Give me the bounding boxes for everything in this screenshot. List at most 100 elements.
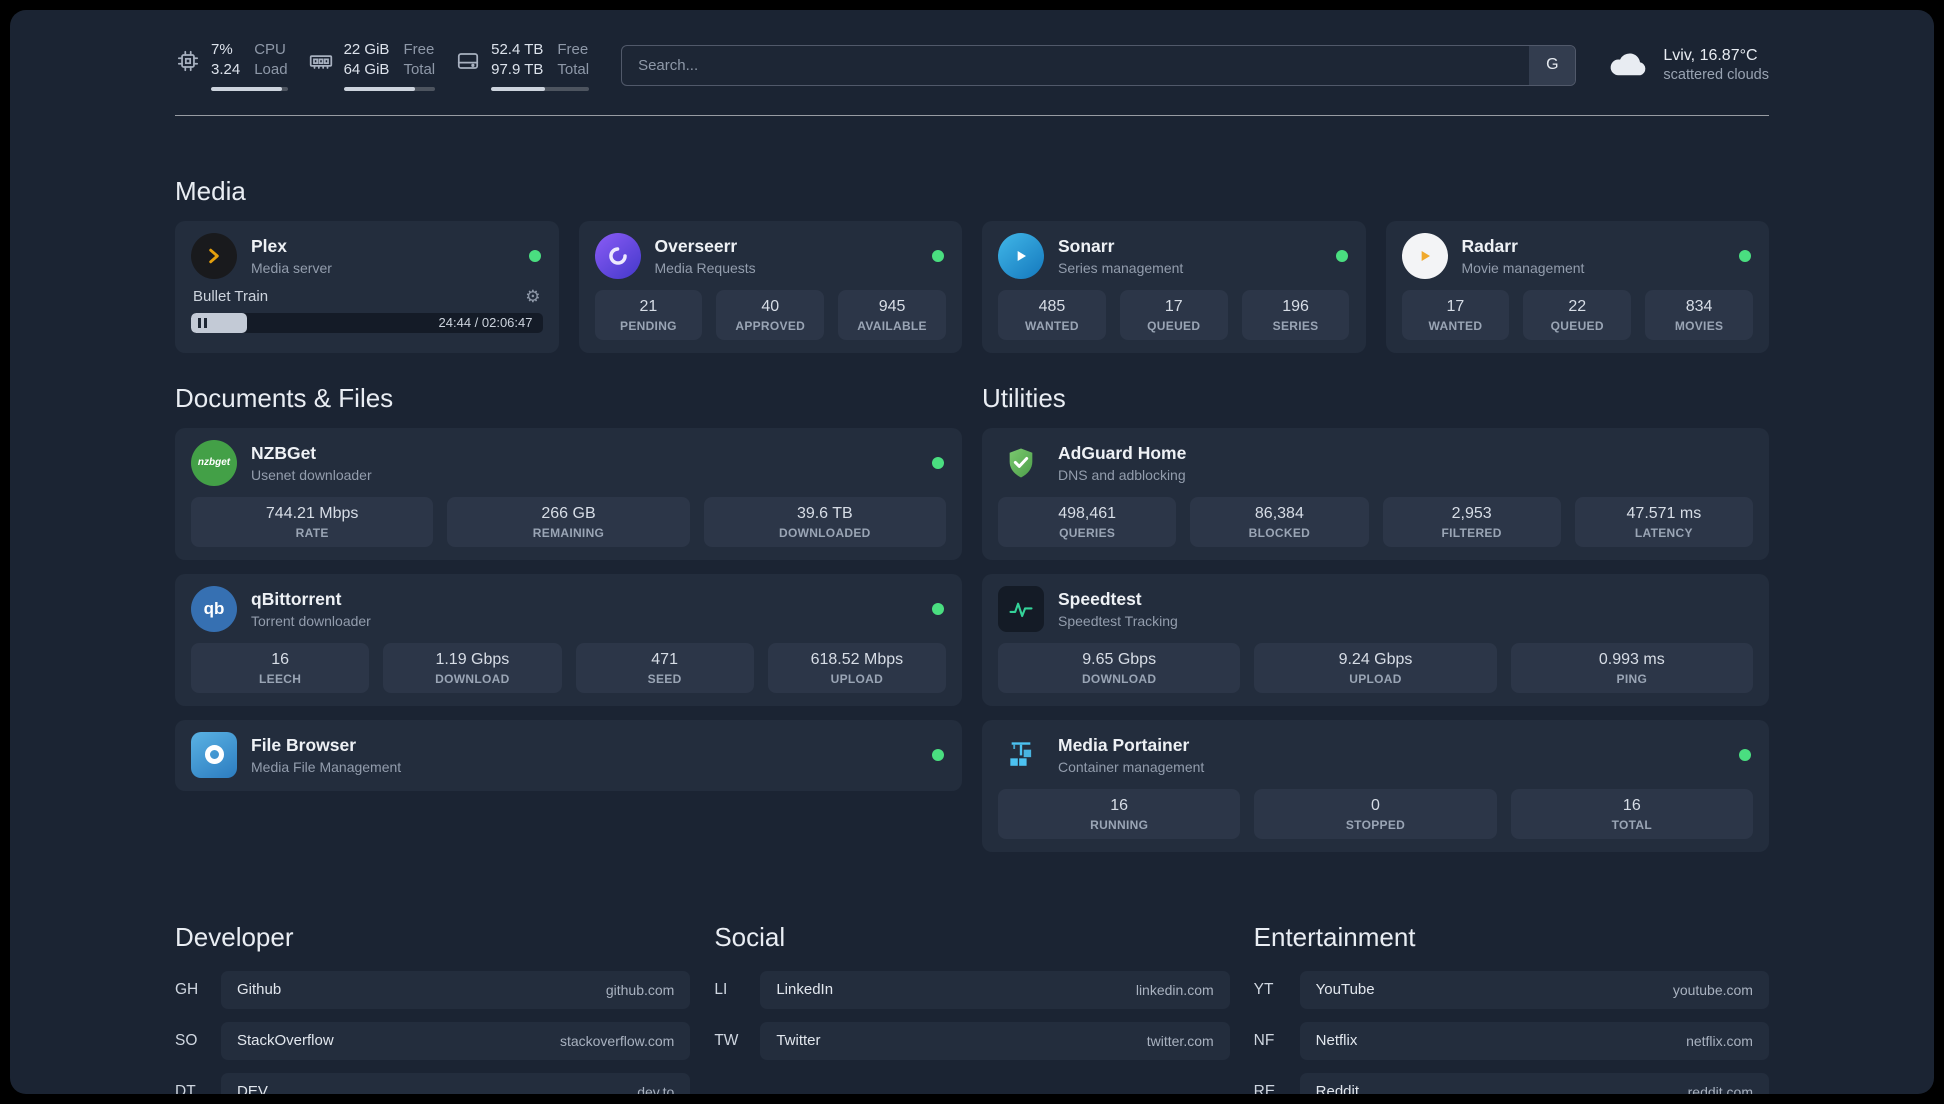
stat-value: 16 [1110, 796, 1129, 814]
bookmark-link-linkedin[interactable]: LinkedIn linkedin.com [760, 970, 1230, 1009]
bookmark-github: GH Github github.com [175, 970, 691, 1009]
status-dot [932, 602, 944, 615]
bookmark-twitter: TW Twitter twitter.com [714, 1021, 1230, 1060]
bookmark-link-dev[interactable]: DEV dev.to [221, 1072, 691, 1094]
weather-widget[interactable]: Lviv, 16.87°C scattered clouds [1608, 47, 1769, 84]
stat-value: 834 [1685, 297, 1713, 315]
stat-value: 47.571 ms [1626, 504, 1702, 522]
service-card-plex[interactable]: Plex Media server Bullet Train ⚙ 24:44 [175, 220, 559, 353]
service-description: Speedtest Tracking [1058, 612, 1178, 629]
stat-value: 618.52 Mbps [810, 650, 904, 668]
stat-value: 16 [1622, 796, 1641, 814]
service-description: Movie management [1461, 259, 1585, 276]
service-description: DNS and adblocking [1058, 466, 1186, 483]
stat-label: LEECH [259, 671, 302, 686]
bookmark-link-github[interactable]: Github github.com [221, 970, 691, 1009]
stat-value: 498,461 [1058, 504, 1117, 522]
bookmark-link-twitter[interactable]: Twitter twitter.com [760, 1021, 1230, 1060]
stat-label: REMAINING [532, 525, 605, 540]
service-description: Container management [1058, 758, 1205, 775]
service-card-nzbget[interactable]: nzbget NZBGet Usenet downloader 744.21 M… [175, 427, 962, 560]
bookmark-linkedin: LI LinkedIn linkedin.com [714, 970, 1230, 1009]
now-playing-title: Bullet Train [193, 287, 269, 305]
bookmark-group-entertainment: Entertainment YT YouTube youtube.com NF … [1254, 922, 1769, 1094]
bookmark-netflix: NF Netflix netflix.com [1254, 1021, 1769, 1060]
service-name: Speedtest [1058, 588, 1142, 609]
bookmark-url: linkedin.com [1135, 981, 1214, 998]
search-input[interactable] [622, 45, 1530, 85]
stat-label: APPROVED [735, 318, 806, 333]
cpu-load-label: Load [254, 61, 288, 79]
service-name: NZBGet [251, 442, 317, 463]
stat-label: TOTAL [1611, 817, 1653, 832]
weather-condition: scattered clouds [1663, 67, 1769, 84]
stat-label: QUERIES [1059, 525, 1116, 540]
stat-approved: 40 APPROVED [716, 289, 825, 340]
bookmark-url: netflix.com [1686, 1032, 1753, 1049]
stat-queries: 498,461 QUERIES [998, 496, 1177, 547]
service-card-filebrowser[interactable]: File Browser Media File Management [175, 719, 962, 791]
service-card-qbittorrent[interactable]: qb qBittorrent Torrent downloader 16 LEE… [175, 573, 962, 706]
service-card-portainer[interactable]: Media Portainer Container management 16 … [982, 719, 1769, 852]
search-provider-button[interactable]: G [1529, 45, 1576, 85]
stat-label: BLOCKED [1248, 525, 1311, 540]
stat-label: QUEUED [1550, 318, 1604, 333]
stat-latency: 47.571 ms LATENCY [1574, 496, 1753, 547]
bookmark-name: Github [237, 981, 282, 998]
stat-movies: 834 MOVIES [1645, 289, 1753, 340]
service-description: Media server [251, 259, 332, 276]
bookmark-link-youtube[interactable]: YouTube youtube.com [1299, 970, 1769, 1009]
bookmark-name: YouTube [1315, 981, 1375, 998]
stat-downloaded: 39.6 TB DOWNLOADED [703, 496, 946, 547]
cpu-load-value: 3.24 [211, 61, 241, 79]
service-card-adguard[interactable]: AdGuard Home DNS and adblocking 498,461 … [982, 427, 1769, 560]
disk-free-value: 52.4 TB [491, 41, 544, 58]
overseerr-icon [594, 232, 641, 279]
stat-series: 196 SERIES [1241, 289, 1350, 340]
filebrowser-icon [191, 731, 237, 778]
cpu-usage-value: 7% [211, 41, 233, 58]
stat-value: 0 [1371, 796, 1380, 814]
stat-wanted: 17 WANTED [1401, 289, 1510, 340]
bookmark-link-reddit[interactable]: Reddit reddit.com [1299, 1072, 1769, 1094]
stat-label: UPLOAD [1349, 671, 1402, 686]
stat-download: 9.65 Gbps DOWNLOAD [998, 642, 1241, 693]
disk-free-label: Free [557, 41, 589, 58]
bookmark-name: Netflix [1315, 1032, 1358, 1049]
memory-free-value: 22 GiB [343, 41, 390, 58]
bookmark-url: youtube.com [1672, 981, 1753, 998]
stat-value: 17 [1446, 297, 1465, 315]
stat-value: 22 [1568, 297, 1587, 315]
stat-value: 17 [1164, 297, 1183, 315]
stat-label: PING [1616, 671, 1648, 686]
stat-label: UPLOAD [830, 671, 884, 686]
pause-icon[interactable] [198, 317, 207, 328]
stat-value: 21 [639, 297, 658, 315]
bookmark-name: StackOverflow [237, 1032, 334, 1049]
stat-ping: 0.993 ms PING [1510, 642, 1753, 693]
stat-label: DOWNLOAD [435, 671, 510, 686]
bookmark-abbr: TW [714, 1031, 739, 1049]
resource-disk: 52.4 TB 97.9 TB Free Total [455, 40, 590, 91]
bookmark-abbr: DT [175, 1082, 196, 1095]
qbittorrent-icon-text: qb [203, 598, 225, 618]
bookmark-url: stackoverflow.com [559, 1032, 675, 1049]
stat-stopped: 0 STOPPED [1254, 788, 1497, 839]
memory-icon [308, 48, 334, 79]
service-card-sonarr[interactable]: Sonarr Series management 485 WANTED 17 Q… [982, 220, 1366, 353]
gear-icon[interactable]: ⚙ [525, 286, 541, 306]
service-card-overseerr[interactable]: Overseerr Media Requests 21 PENDING 40 A… [578, 220, 962, 353]
adguard-icon [998, 440, 1044, 486]
status-dot [1739, 249, 1751, 262]
bookmark-link-netflix[interactable]: Netflix netflix.com [1299, 1021, 1769, 1060]
stat-download: 1.19 Gbps DOWNLOAD [383, 642, 562, 693]
stat-blocked: 86,384 BLOCKED [1190, 496, 1369, 547]
portainer-icon [998, 732, 1044, 778]
service-card-speedtest[interactable]: Speedtest Speedtest Tracking 9.65 Gbps D… [982, 573, 1769, 706]
service-card-radarr[interactable]: Radarr Movie management 17 WANTED 22 QUE… [1385, 220, 1769, 353]
playback-progress-bar[interactable]: 24:44 / 02:06:47 [191, 312, 543, 333]
stat-label: AVAILABLE [857, 318, 927, 333]
stat-value: 16 [271, 650, 290, 668]
bookmark-link-stackoverflow[interactable]: StackOverflow stackoverflow.com [221, 1021, 691, 1060]
memory-progress-bar [343, 86, 436, 91]
